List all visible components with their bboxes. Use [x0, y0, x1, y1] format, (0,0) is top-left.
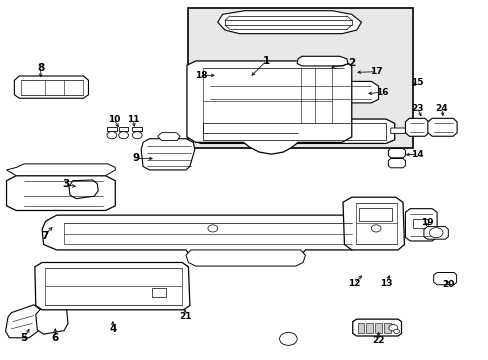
Polygon shape	[217, 11, 361, 34]
Text: 22: 22	[371, 336, 384, 345]
Text: 10: 10	[107, 114, 120, 123]
Polygon shape	[199, 81, 378, 107]
Polygon shape	[132, 127, 142, 131]
Bar	[412, 220, 427, 228]
Polygon shape	[387, 148, 405, 158]
Polygon shape	[405, 209, 436, 241]
Polygon shape	[186, 61, 351, 154]
Polygon shape	[35, 262, 189, 310]
Text: 7: 7	[41, 231, 48, 240]
Text: 13: 13	[379, 279, 391, 288]
Polygon shape	[390, 128, 410, 134]
Text: 17: 17	[369, 67, 382, 76]
Circle shape	[132, 132, 142, 139]
Text: 2: 2	[347, 58, 355, 68]
Bar	[152, 288, 166, 297]
Polygon shape	[216, 72, 229, 78]
Text: 8: 8	[37, 63, 44, 73]
Polygon shape	[6, 164, 115, 176]
Text: 18: 18	[195, 71, 207, 80]
Text: 21: 21	[179, 312, 191, 321]
Circle shape	[279, 332, 297, 345]
Polygon shape	[141, 139, 194, 170]
Text: 24: 24	[435, 104, 447, 113]
Bar	[188, 8, 412, 148]
Text: 5: 5	[20, 333, 28, 343]
Polygon shape	[201, 108, 216, 115]
Bar	[383, 323, 390, 333]
Circle shape	[393, 329, 399, 333]
Polygon shape	[5, 305, 41, 338]
Text: 11: 11	[127, 114, 139, 123]
Polygon shape	[107, 127, 117, 131]
Text: 12: 12	[347, 279, 360, 288]
Polygon shape	[158, 133, 180, 140]
Bar	[366, 323, 372, 333]
Polygon shape	[352, 319, 401, 336]
Text: 3: 3	[62, 179, 69, 189]
Text: 4: 4	[109, 324, 116, 334]
Text: 15: 15	[410, 78, 423, 87]
Circle shape	[207, 225, 217, 232]
Polygon shape	[405, 118, 428, 136]
Bar	[374, 323, 381, 333]
Polygon shape	[387, 158, 405, 168]
Bar	[357, 323, 364, 333]
Polygon shape	[216, 110, 233, 116]
Circle shape	[428, 228, 442, 238]
Text: 6: 6	[52, 333, 59, 343]
Circle shape	[370, 225, 380, 232]
Polygon shape	[42, 215, 366, 259]
Polygon shape	[119, 127, 128, 131]
Text: 23: 23	[410, 104, 423, 113]
Circle shape	[388, 324, 397, 331]
Circle shape	[107, 132, 117, 139]
Polygon shape	[433, 273, 456, 285]
Text: 20: 20	[441, 280, 453, 289]
Text: 1: 1	[262, 56, 269, 66]
Polygon shape	[297, 56, 347, 66]
Polygon shape	[311, 69, 333, 78]
Text: 16: 16	[375, 87, 387, 96]
Polygon shape	[342, 197, 404, 250]
Polygon shape	[185, 250, 305, 266]
Circle shape	[119, 132, 128, 139]
Polygon shape	[191, 119, 394, 143]
Polygon shape	[423, 226, 447, 239]
Polygon shape	[427, 118, 456, 136]
Polygon shape	[36, 305, 68, 334]
Polygon shape	[69, 180, 98, 199]
Bar	[358, 208, 391, 221]
Text: 9: 9	[132, 153, 140, 163]
Text: 19: 19	[420, 218, 433, 227]
Polygon shape	[6, 176, 115, 211]
Text: 14: 14	[410, 150, 423, 159]
Polygon shape	[14, 76, 88, 98]
